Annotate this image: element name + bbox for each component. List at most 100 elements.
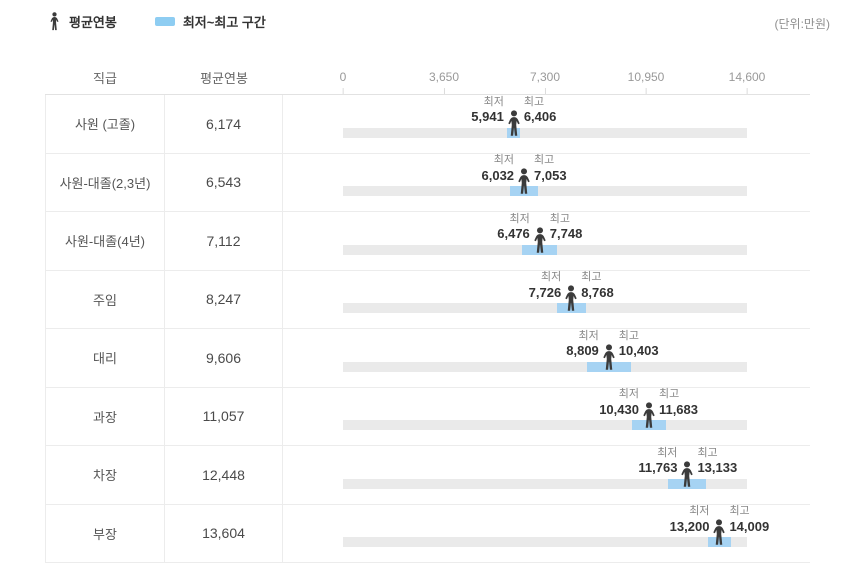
axis-tick-label: 7,300: [529, 70, 561, 84]
salary-track: 최저 7,726 최고 8,768: [343, 271, 747, 313]
max-block: 최고 10,403: [619, 330, 659, 360]
average-salary-cell: 6,174: [165, 95, 283, 153]
max-value: 11,683: [658, 401, 698, 417]
table-header: 직급 평균연봉 0 3,650 7,300 10,950 14,600: [45, 60, 810, 95]
max-value: 14,009: [729, 518, 770, 534]
min-value: 5,941: [471, 109, 504, 125]
person-icon: [532, 226, 548, 254]
max-value: 6,406: [523, 109, 557, 125]
position-cell: 사원-대졸(2,3년): [45, 153, 165, 211]
min-block: 최저 10,430: [599, 388, 639, 418]
axis-tick-label: 3,650: [428, 70, 460, 84]
axis-tick: 14,600: [728, 70, 766, 94]
average-salary-cell: 7,112: [165, 212, 283, 270]
col-header-position: 직급: [93, 70, 117, 86]
range-swatch-icon: [154, 17, 175, 26]
range-bar: [668, 478, 707, 489]
axis-tick: 7,300: [530, 71, 560, 94]
table-row: 과장 11,057 최저 10,430: [45, 387, 810, 446]
min-block: 최저 5,941: [471, 96, 504, 126]
col-header-average: 평균연봉: [200, 70, 248, 86]
salary-track: 최저 5,941 최고 6,406: [343, 96, 747, 138]
legend-range-label: 최저~최고 구간: [182, 15, 266, 30]
person-icon: [516, 168, 532, 195]
max-label: 최고: [549, 212, 571, 225]
range-chart-cell: 최저 8,809 최고 10,403: [283, 329, 810, 387]
salary-track: 최저 10,430 최고 11,683: [343, 388, 747, 430]
range-bar: [507, 127, 521, 138]
min-block: 최저 8,809: [566, 330, 599, 360]
range-chart-cell: 최저 5,941 최고 6,406: [283, 95, 810, 153]
min-label: 최저: [657, 446, 678, 459]
range-chart-cell: 최저 13,200 최고 14,009: [283, 505, 810, 563]
table-row: 차장 12,448 최저 11,763: [45, 446, 810, 505]
unit-note: (단위:만원): [774, 17, 831, 31]
axis-tick-label: 14,600: [728, 70, 766, 84]
range-bar: [522, 244, 558, 255]
min-value: 8,809: [566, 343, 599, 359]
min-label: 최저: [483, 95, 504, 108]
table-body: 사원 (고졸) 6,174 최저 5,941: [45, 95, 810, 563]
axis-tick: 3,650: [429, 71, 459, 94]
average-salary-cell: 12,448: [165, 446, 283, 504]
table-row: 사원-대졸(2,3년) 6,543 최저 6,032: [45, 153, 810, 212]
range-bar: [556, 303, 586, 313]
max-label: 최고: [581, 271, 602, 283]
min-block: 최저 11,763: [638, 447, 677, 477]
table-row: 주임 8,247 최저 7,726 최: [45, 270, 810, 329]
person-icon: [679, 460, 695, 488]
person-icon: [506, 109, 522, 137]
table-row: 사원 (고졸) 6,174 최저 5,941: [45, 95, 810, 154]
max-block: 최고 13,133: [697, 447, 737, 477]
person-icon: [641, 402, 657, 429]
axis-tick-line: [746, 88, 748, 94]
table-row: 대리 9,606 최저 8,809 최: [45, 329, 810, 388]
person-icon: [711, 519, 727, 546]
axis-tick-line: [443, 88, 445, 94]
person-icon: [48, 12, 61, 31]
salary-track: 최저 11,763 최고 13,133: [343, 447, 747, 489]
axis-tick-line: [645, 88, 647, 94]
average-salary-cell: 6,543: [165, 153, 283, 211]
max-block: 최고 7,748: [550, 213, 583, 243]
min-label: 최저: [540, 271, 562, 283]
average-salary-cell: 13,604: [165, 504, 283, 562]
person-icon: [601, 343, 617, 371]
x-axis: 0 3,650 7,300 10,950 14,600: [340, 60, 765, 94]
top-bar: 평균연봉 최저~최고 구간 (단위:만원): [48, 12, 830, 32]
min-block: 최저 13,200: [670, 505, 710, 535]
max-block: 최고 7,053: [534, 154, 567, 184]
axis-tick: 0: [340, 71, 346, 94]
average-salary-cell: 8,247: [165, 270, 283, 328]
table-row: 사원-대졸(4년) 7,112 최저 6,476: [45, 212, 810, 271]
legend: 평균연봉 최저~최고 구간: [48, 12, 266, 31]
max-label: 최고: [534, 154, 555, 166]
max-block: 최고 11,683: [659, 388, 698, 418]
max-value: 8,768: [581, 284, 614, 300]
axis-tick-line: [342, 88, 344, 94]
min-value: 11,763: [638, 460, 678, 476]
range-chart-cell: 최저 6,476 최고 7,748: [283, 212, 810, 270]
min-value: 10,430: [599, 401, 639, 417]
range-chart-cell: 최저 7,726 최고 8,768: [283, 271, 810, 329]
min-label: 최저: [493, 154, 515, 166]
max-label: 최고: [697, 446, 718, 459]
salary-track: 최저 6,032 최고 7,053: [343, 154, 747, 196]
legend-item-average: 평균연봉: [48, 12, 117, 31]
range-bar: [509, 186, 539, 196]
legend-average-label: 평균연봉: [69, 15, 117, 30]
min-label: 최저: [689, 505, 710, 517]
max-label: 최고: [729, 505, 750, 517]
range-chart-cell: 최저 6,032 최고 7,053: [283, 154, 810, 212]
range-bar: [708, 537, 731, 547]
max-label: 최고: [523, 95, 545, 108]
axis-tick-label: 10,950: [627, 70, 665, 84]
person-icon: [563, 285, 579, 312]
max-block: 최고 6,406: [524, 96, 557, 126]
min-block: 최저 6,476: [497, 213, 530, 243]
salary-track: 최저 6,476 최고 7,748: [343, 213, 747, 255]
max-value: 13,133: [697, 460, 738, 476]
min-label: 최저: [618, 388, 639, 400]
max-value: 10,403: [618, 343, 659, 359]
table-row: 부장 13,604 최저 13,200: [45, 504, 810, 563]
